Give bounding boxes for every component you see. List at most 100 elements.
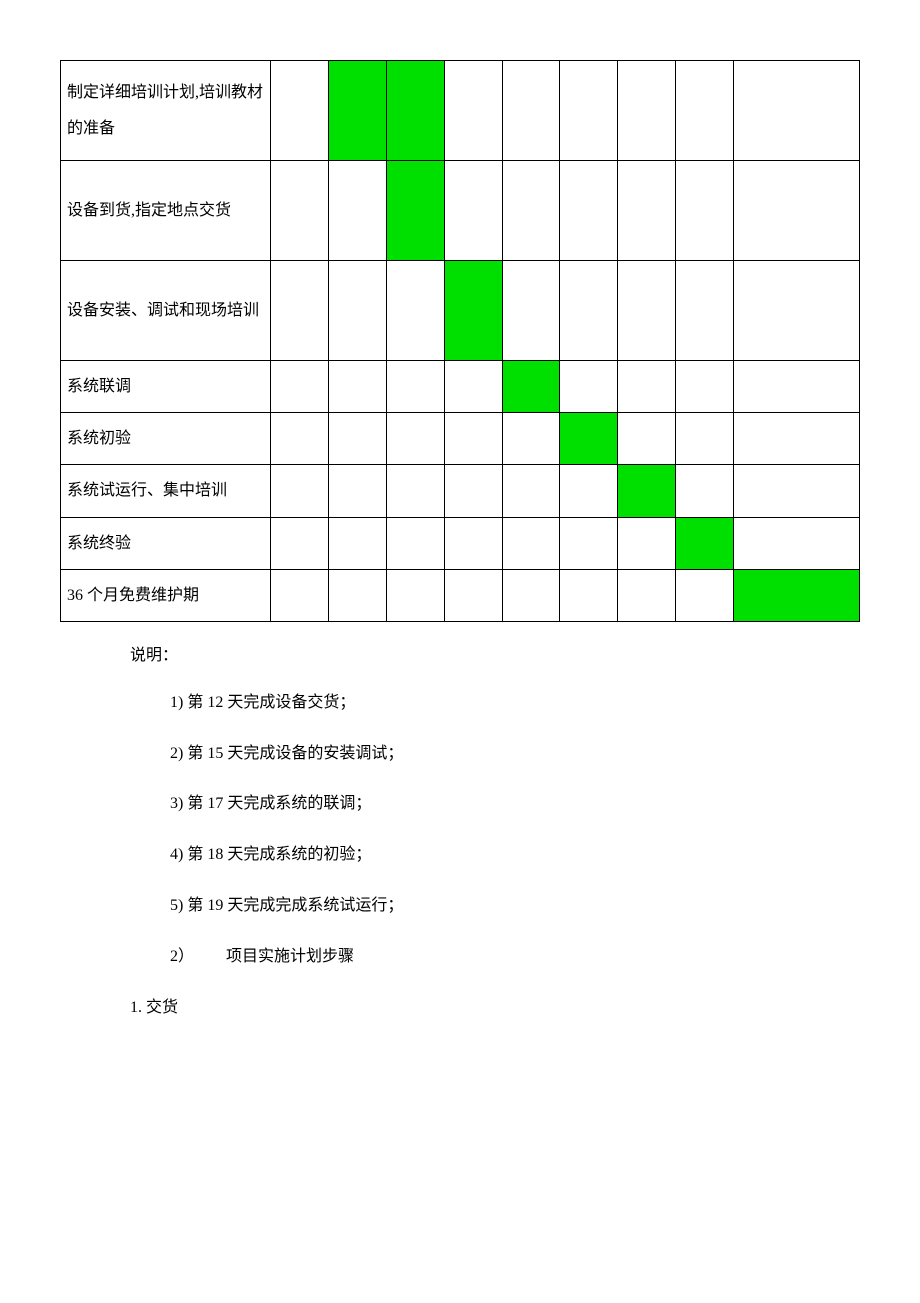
- gantt-cell: [444, 261, 502, 361]
- gantt-row: 系统初验: [61, 413, 860, 465]
- task-label: 系统试运行、集中培训: [61, 465, 271, 517]
- gantt-cell: [386, 261, 444, 361]
- gantt-cell: [560, 61, 618, 161]
- notes-item: 5) 第 19 天完成完成系统试运行；: [170, 892, 860, 921]
- notes-section: 说明： 1) 第 12 天完成设备交货； 2) 第 15 天完成设备的安装调试； 3…: [60, 642, 860, 1022]
- gantt-cell: [444, 465, 502, 517]
- gantt-cell: [560, 361, 618, 413]
- gantt-row: 36 个月免费维护期: [61, 569, 860, 621]
- gantt-cell: [560, 517, 618, 569]
- gantt-cell: [386, 569, 444, 621]
- gantt-cell: [560, 569, 618, 621]
- gantt-cell: [329, 569, 387, 621]
- section-heading: 2） 项目实施计划步骤: [130, 943, 860, 972]
- gantt-cell: [618, 361, 676, 413]
- gantt-cell: [618, 61, 676, 161]
- gantt-cell: [560, 413, 618, 465]
- gantt-cell: [733, 569, 859, 621]
- gantt-cell: [444, 569, 502, 621]
- task-label: 36 个月免费维护期: [61, 569, 271, 621]
- gantt-cell: [386, 465, 444, 517]
- gantt-cell: [444, 361, 502, 413]
- gantt-body: 制定详细培训计划,培训教材的准备设备到货,指定地点交货设备安装、调试和现场培训系…: [61, 61, 860, 622]
- gantt-chart-table: 制定详细培训计划,培训教材的准备设备到货,指定地点交货设备安装、调试和现场培训系…: [60, 60, 860, 622]
- gantt-cell: [618, 569, 676, 621]
- notes-item: 2) 第 15 天完成设备的安装调试；: [170, 740, 860, 769]
- sub-heading: 1. 交货: [130, 994, 860, 1023]
- gantt-cell: [502, 61, 560, 161]
- gantt-cell: [329, 61, 387, 161]
- gantt-cell: [386, 517, 444, 569]
- gantt-cell: [733, 361, 859, 413]
- gantt-cell: [386, 61, 444, 161]
- gantt-cell: [271, 161, 329, 261]
- gantt-cell: [560, 261, 618, 361]
- gantt-row: 系统试运行、集中培训: [61, 465, 860, 517]
- notes-item: 3) 第 17 天完成系统的联调；: [170, 790, 860, 819]
- gantt-cell: [329, 413, 387, 465]
- gantt-cell: [502, 517, 560, 569]
- gantt-cell: [271, 517, 329, 569]
- gantt-row: 系统终验: [61, 517, 860, 569]
- gantt-cell: [618, 161, 676, 261]
- gantt-row: 设备到货,指定地点交货: [61, 161, 860, 261]
- gantt-cell: [675, 465, 733, 517]
- gantt-cell: [502, 465, 560, 517]
- gantt-cell: [675, 161, 733, 261]
- gantt-cell: [271, 261, 329, 361]
- gantt-cell: [329, 361, 387, 413]
- gantt-cell: [502, 161, 560, 261]
- notes-item: 1) 第 12 天完成设备交货；: [170, 689, 860, 718]
- gantt-cell: [271, 361, 329, 413]
- gantt-cell: [618, 413, 676, 465]
- gantt-cell: [444, 517, 502, 569]
- task-label: 系统终验: [61, 517, 271, 569]
- notes-list: 1) 第 12 天完成设备交货； 2) 第 15 天完成设备的安装调试； 3) 第 …: [130, 689, 860, 921]
- gantt-cell: [502, 569, 560, 621]
- gantt-cell: [444, 161, 502, 261]
- gantt-cell: [444, 413, 502, 465]
- gantt-cell: [386, 361, 444, 413]
- gantt-cell: [502, 413, 560, 465]
- gantt-cell: [329, 465, 387, 517]
- task-label: 设备到货,指定地点交货: [61, 161, 271, 261]
- gantt-cell: [560, 465, 618, 517]
- gantt-cell: [386, 413, 444, 465]
- task-label: 设备安装、调试和现场培训: [61, 261, 271, 361]
- gantt-cell: [618, 261, 676, 361]
- gantt-cell: [444, 61, 502, 161]
- gantt-cell: [329, 517, 387, 569]
- gantt-cell: [271, 569, 329, 621]
- gantt-cell: [733, 261, 859, 361]
- gantt-row: 制定详细培训计划,培训教材的准备: [61, 61, 860, 161]
- gantt-cell: [271, 413, 329, 465]
- gantt-cell: [733, 161, 859, 261]
- gantt-cell: [675, 413, 733, 465]
- gantt-cell: [733, 465, 859, 517]
- gantt-cell: [329, 261, 387, 361]
- gantt-cell: [329, 161, 387, 261]
- gantt-row: 系统联调: [61, 361, 860, 413]
- gantt-cell: [675, 517, 733, 569]
- notes-item: 4) 第 18 天完成系统的初验；: [170, 841, 860, 870]
- gantt-cell: [675, 569, 733, 621]
- task-label: 制定详细培训计划,培训教材的准备: [61, 61, 271, 161]
- task-label: 系统初验: [61, 413, 271, 465]
- gantt-row: 设备安装、调试和现场培训: [61, 261, 860, 361]
- gantt-cell: [502, 361, 560, 413]
- gantt-cell: [560, 161, 618, 261]
- task-label: 系统联调: [61, 361, 271, 413]
- gantt-cell: [733, 413, 859, 465]
- gantt-cell: [675, 61, 733, 161]
- gantt-cell: [271, 61, 329, 161]
- gantt-cell: [675, 261, 733, 361]
- gantt-cell: [502, 261, 560, 361]
- gantt-cell: [386, 161, 444, 261]
- gantt-cell: [271, 465, 329, 517]
- gantt-cell: [618, 465, 676, 517]
- gantt-cell: [675, 361, 733, 413]
- gantt-cell: [733, 517, 859, 569]
- gantt-cell: [733, 61, 859, 161]
- notes-title: 说明：: [130, 642, 860, 671]
- gantt-cell: [618, 517, 676, 569]
